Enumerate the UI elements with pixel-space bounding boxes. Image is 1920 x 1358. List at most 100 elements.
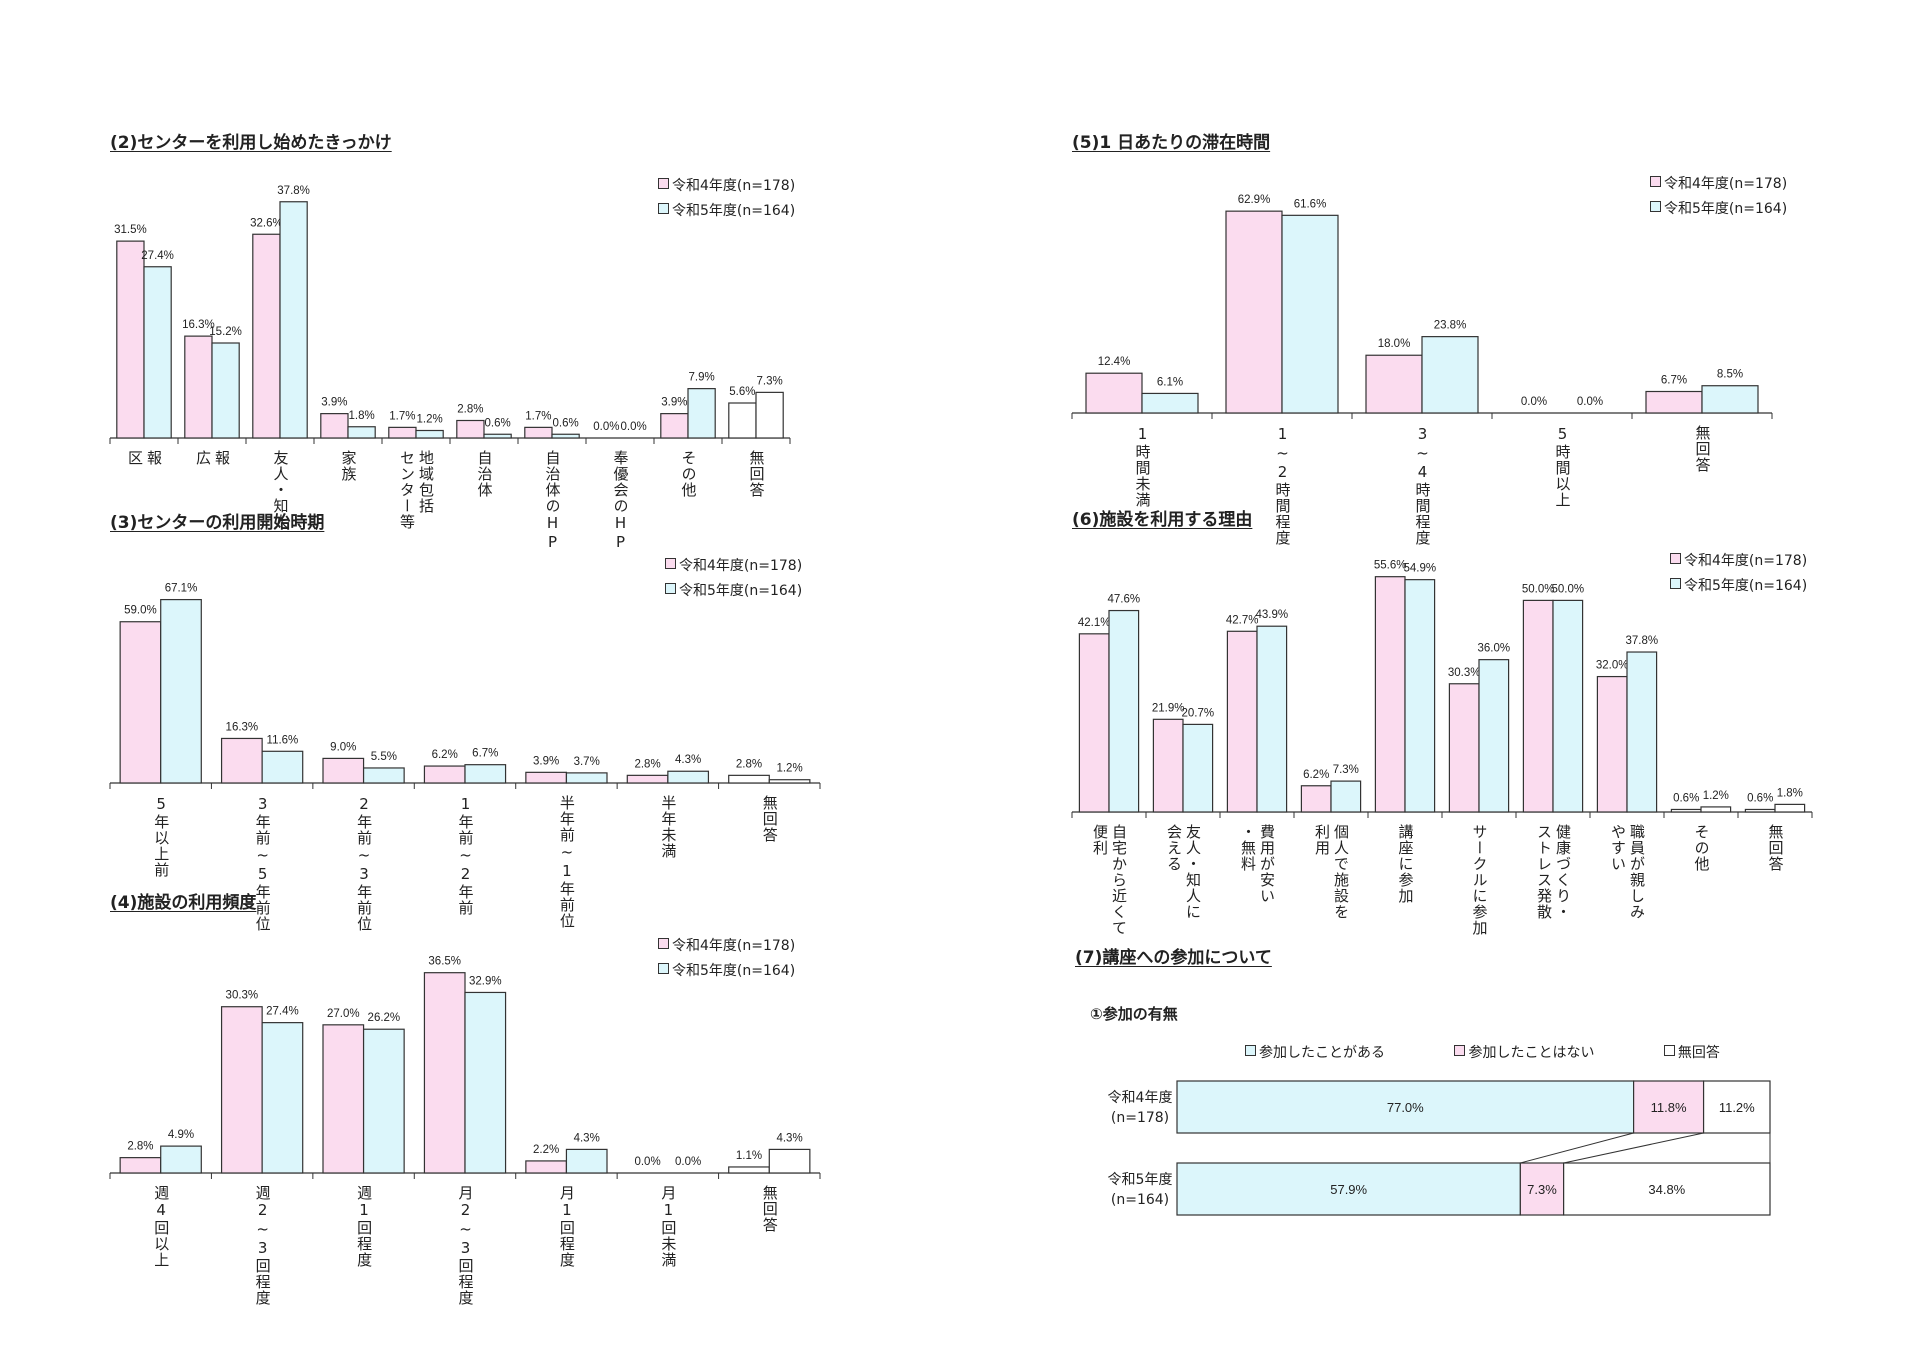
data-label: 1.1% [736, 1150, 762, 1162]
data-label: 1.7% [389, 410, 415, 422]
bar-r4 [1152, 718, 1184, 813]
category-label: センター等 [398, 450, 416, 530]
bar-r5 [415, 429, 444, 439]
legend-swatch-icon [658, 203, 669, 214]
legend-item-yes: 参加したことがある [1245, 1045, 1385, 1061]
legend-swatch-icon [1454, 1045, 1466, 1056]
data-label: 6.2% [1303, 769, 1329, 781]
legend-swatch-icon [1670, 553, 1681, 564]
category-label: やすい [1609, 824, 1627, 872]
data-label: 32.9% [469, 975, 502, 987]
data-label: 16.3% [226, 721, 259, 733]
data-label: 20.7% [1181, 707, 1214, 719]
row-label-year: 令和4年度 [1107, 1090, 1173, 1106]
data-label: 0.6% [1673, 792, 1699, 804]
chart-subtitle: ①参加の有無 [1090, 1005, 1178, 1023]
data-label: 4.3% [675, 754, 701, 766]
category-label: 個人で施設を [1332, 824, 1350, 920]
legend-label: 令和5年度(n=164) [672, 963, 796, 979]
data-label: 4.3% [776, 1132, 802, 1144]
stacked-segment [1563, 1162, 1771, 1216]
category-label: 無回答 [1766, 824, 1785, 872]
stacked-segment [1519, 1162, 1565, 1216]
data-label: 62.9% [1238, 194, 1271, 206]
legend-item-r4: 令和4年度(n=178) [658, 934, 795, 959]
chart-legend: 参加したことがある 参加したことはない 無回答 [1245, 1041, 1720, 1066]
bar-r4 [388, 426, 417, 439]
bar-r4 [728, 1166, 770, 1174]
legend-label: 令和4年度(n=178) [1664, 176, 1788, 192]
data-label: 0.6% [1747, 792, 1773, 804]
data-label: 36.5% [428, 956, 461, 968]
stacked-segment [1176, 1080, 1635, 1134]
legend-label: 令和5年度(n=164) [672, 203, 796, 219]
data-label: 6.1% [1157, 376, 1183, 388]
legend-item-r5: 令和5年度(n=164) [665, 579, 802, 604]
category-label: 友人・知人 [271, 450, 290, 530]
row-label-n: (n=164) [1110, 1192, 1170, 1208]
legend-item-none: 無回答 [1663, 1045, 1720, 1061]
bar-r4 [184, 335, 213, 439]
data-label: 0.0% [634, 1156, 660, 1168]
bar-r5 [755, 391, 784, 439]
bar-chart: 31.5%27.4%16.3%15.2%32.6%37.8%3.9%1.8% 1.… [109, 185, 791, 444]
chart-panel-frequency: (4)施設の利用頻度 令和4年度(n=178) 令和5年度(n=164) 2.8… [109, 888, 830, 1306]
row-label-r5: 令和5年度 (n=164) [1095, 1170, 1185, 1210]
bar-r5 [1421, 336, 1479, 414]
legend-item-r4: 令和4年度(n=178) [1670, 549, 1807, 574]
legend-swatch-icon [658, 178, 669, 189]
bar-r5 [279, 201, 308, 439]
category-label: ストレス発散 [1535, 824, 1553, 920]
category-label: 5時間以上 [1553, 425, 1572, 508]
data-label: 61.6% [1294, 198, 1327, 210]
bar-r5 [1330, 780, 1362, 813]
data-label: 37.8% [1625, 635, 1658, 647]
bar-r5 [464, 991, 507, 1174]
bar-r5 [483, 433, 512, 439]
category-label: ・無料 [1239, 824, 1257, 872]
legend-label: 令和5年度(n=164) [1664, 201, 1788, 217]
bar-r5 [1700, 806, 1732, 813]
bar-r4 [322, 1024, 365, 1174]
data-label: 11.6% [267, 734, 299, 746]
data-label: 18.0% [1378, 338, 1411, 350]
data-label: 3.9% [533, 755, 559, 767]
category-label: 無回答 [747, 450, 766, 498]
category-label: 健康づくり・ [1554, 824, 1572, 920]
data-label: 31.5% [114, 224, 147, 236]
category-label: 無回答 [1693, 425, 1712, 473]
data-label: 27.4% [266, 1006, 299, 1018]
data-label: 6.7% [472, 748, 498, 760]
data-label: 1.8% [348, 410, 374, 422]
category-label: 無回答 [760, 1185, 779, 1233]
legend-label: 参加したことがある [1259, 1045, 1385, 1061]
category-label: その他 [1692, 824, 1711, 872]
segment-label: 11.2% [1719, 1100, 1755, 1115]
category-label: 費用が安い [1258, 824, 1276, 904]
chart-legend: 令和4年度(n=178) 令和5年度(n=164) [658, 934, 795, 984]
data-label: 5.5% [371, 751, 397, 763]
bar-r5 [464, 764, 507, 784]
data-label: 6.2% [432, 749, 458, 761]
data-label: 5.6% [729, 386, 755, 398]
bar-r4 [119, 1157, 162, 1174]
data-label: 42.1% [1078, 617, 1111, 629]
legend-item-r5: 令和5年度(n=164) [658, 199, 795, 224]
bar-r5 [687, 388, 716, 439]
data-label: 32.0% [1596, 660, 1629, 672]
data-label: 7.3% [1333, 764, 1359, 776]
legend-swatch-icon [1650, 201, 1661, 212]
bar-r5 [768, 1148, 811, 1174]
bar-r5 [362, 767, 405, 784]
bar-r4 [1365, 354, 1423, 414]
data-label: 67.1% [165, 583, 198, 595]
category-label: 区 [126, 450, 144, 466]
data-label: 0.0% [1521, 396, 1547, 408]
bar-r5 [565, 1148, 608, 1174]
chart-legend: 令和4年度(n=178) 令和5年度(n=164) [1650, 172, 1787, 222]
data-label: 15.2% [209, 326, 242, 338]
chart-panel-start-period: (3)センターの利用開始時期 令和4年度(n=178) 令和5年度(n=164)… [109, 508, 830, 932]
data-label: 30.3% [226, 990, 259, 1002]
row-label-n: (n=178) [1110, 1110, 1170, 1126]
legend-swatch-icon [665, 558, 676, 569]
